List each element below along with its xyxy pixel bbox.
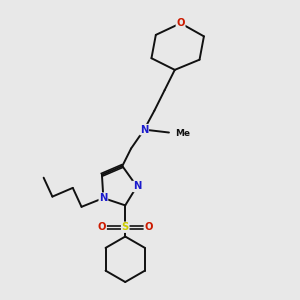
Text: N: N (140, 124, 148, 135)
Text: S: S (122, 222, 129, 232)
Text: Me: Me (176, 130, 190, 139)
Text: O: O (144, 222, 153, 232)
Text: N: N (133, 182, 141, 191)
Text: O: O (98, 222, 106, 232)
Text: O: O (176, 18, 185, 28)
Text: N: N (99, 193, 108, 203)
